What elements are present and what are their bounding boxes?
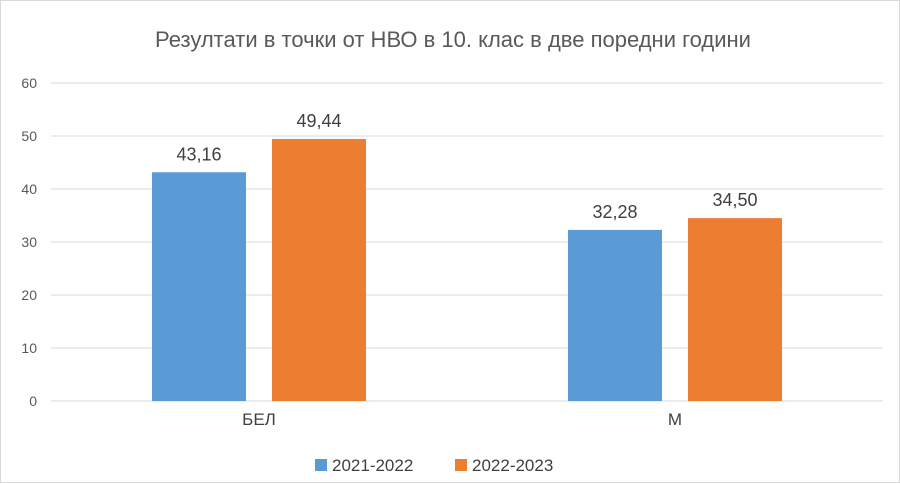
data-labels: 43,16 49,44 32,28 34,50 [176,111,757,222]
bars [152,138,782,401]
y-tick-label: 30 [21,234,37,250]
legend: 2021-2022 2022-2023 [315,456,553,475]
data-label: 43,16 [176,144,221,164]
legend-swatch-2022-2023 [455,459,467,471]
legend-label: 2021-2022 [332,456,413,475]
bar-2022-2023-М [688,218,782,401]
data-label: 34,50 [712,190,757,210]
x-category-label: М [668,410,682,429]
y-tick-label: 40 [21,181,37,197]
legend-label: 2022-2023 [472,456,553,475]
y-tick-label: 10 [21,340,37,356]
legend-swatch-2021-2022 [315,459,327,471]
bar-2021-2022-БЕЛ [152,172,246,401]
y-tick-label: 20 [21,287,37,303]
chart-title: Резултати в точки от НВО в 10. клас в дв… [155,27,751,52]
y-tick-label: 50 [21,128,37,144]
x-axis: БЕЛ М [242,410,682,429]
x-category-label: БЕЛ [242,410,276,429]
bar-2022-2023-БЕЛ [272,138,366,401]
data-label: 49,44 [296,111,341,131]
bar-2021-2022-М [568,229,662,401]
data-label: 32,28 [592,202,637,222]
y-tick-label: 0 [29,393,37,409]
y-axis: 0 10 20 30 40 50 60 [21,75,37,409]
y-tick-label: 60 [21,75,37,91]
